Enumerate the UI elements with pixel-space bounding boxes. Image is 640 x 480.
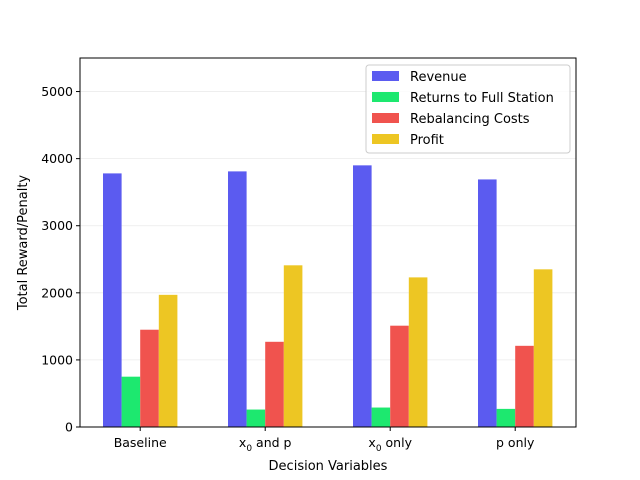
x-tick-label: p only: [496, 435, 535, 450]
bar-profit: [408, 277, 428, 427]
bar-returns-to-full-station: [496, 408, 516, 427]
y-tick-label: 5000: [41, 84, 73, 99]
legend-label: Rebalancing Costs: [410, 112, 530, 127]
legend: Revenue Returns to Full Station Rebalancin…: [365, 64, 571, 154]
legend-label: Revenue: [410, 70, 467, 85]
bar-revenue: [228, 171, 247, 427]
bar-revenue: [103, 173, 122, 427]
bar-returns-to-full-station: [371, 407, 391, 427]
bar-rebalancing-costs: [265, 341, 284, 427]
bar-returns-to-full-station: [121, 376, 141, 427]
bar-profit: [283, 265, 303, 427]
y-axis-ticks: 0 1000 2000 3000 4000 5000: [41, 84, 80, 435]
x-tick-label: Baseline: [114, 435, 167, 450]
y-axis-label: Total Reward/Penalty: [16, 175, 31, 312]
x-tick-label: x0 and p: [239, 435, 292, 454]
legend-box: [365, 64, 571, 154]
legend-swatch: [372, 134, 399, 144]
legend-label: Profit: [410, 133, 444, 148]
y-tick-label: 0: [65, 420, 73, 435]
bar-revenue: [478, 179, 497, 427]
bar-profit: [533, 269, 553, 427]
legend-swatch: [372, 71, 399, 81]
bar-rebalancing-costs: [515, 345, 534, 427]
legend-swatch: [372, 113, 399, 123]
legend-label: Returns to Full Station: [410, 91, 554, 106]
bars: [103, 165, 553, 427]
bar-rebalancing-costs: [390, 325, 409, 427]
bar-returns-to-full-station: [246, 409, 266, 427]
y-tick-label: 2000: [41, 285, 73, 300]
bar-rebalancing-costs: [140, 329, 159, 427]
bar-revenue: [353, 165, 372, 427]
y-tick-label: 1000: [41, 352, 73, 367]
bar-profit: [158, 294, 178, 427]
plot-frame: [79, 57, 577, 428]
x-tick-label: x0 only: [368, 435, 412, 454]
y-tick-label: 3000: [41, 218, 73, 233]
x-axis-ticks: Baseline x0 and p x0 only p only: [114, 427, 535, 454]
y-tick-label: 4000: [41, 151, 73, 166]
x-axis-label: Decision Variables: [269, 459, 388, 474]
legend-swatch: [372, 92, 399, 102]
